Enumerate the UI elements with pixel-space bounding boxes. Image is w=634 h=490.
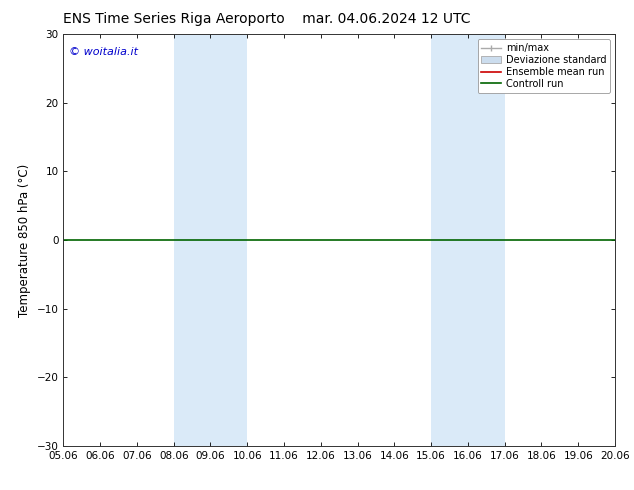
- Text: © woitalia.it: © woitalia.it: [69, 47, 138, 57]
- Text: ENS Time Series Riga Aeroporto    mar. 04.06.2024 12 UTC: ENS Time Series Riga Aeroporto mar. 04.0…: [63, 12, 470, 26]
- Bar: [174, 34, 247, 446]
- Legend: min/max, Deviazione standard, Ensemble mean run, Controll run: min/max, Deviazione standard, Ensemble m…: [477, 39, 610, 93]
- Y-axis label: Temperature 850 hPa (°C): Temperature 850 hPa (°C): [18, 164, 31, 317]
- Bar: [431, 34, 505, 446]
